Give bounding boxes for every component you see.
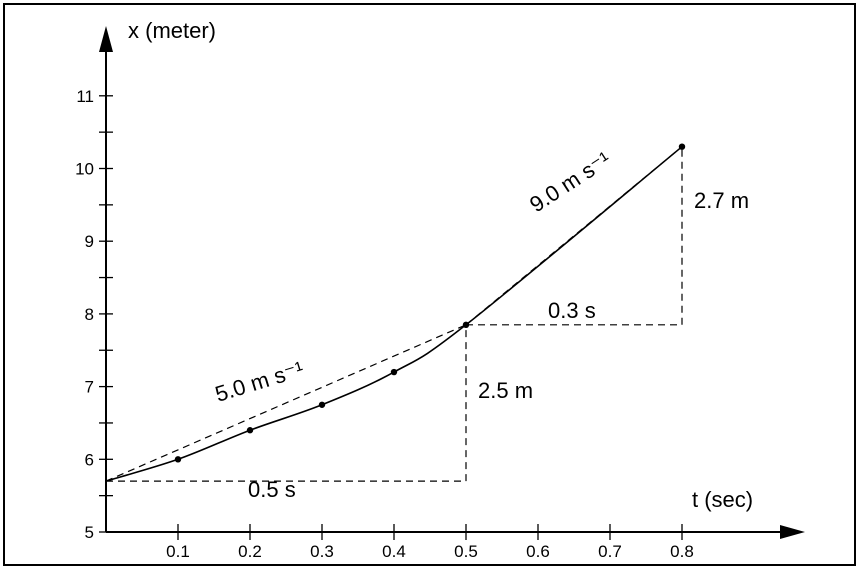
secant-line-1 xyxy=(105,324,467,482)
y-tick-label: 11 xyxy=(76,87,94,106)
y-axis-title: x (meter) xyxy=(128,18,216,43)
data-point xyxy=(390,368,398,376)
position-curve xyxy=(105,146,683,482)
x-tick-label: 0.6 xyxy=(526,542,550,561)
y-tick-label: 10 xyxy=(75,160,94,179)
secant-label-2: 9.0 m s⁻¹ xyxy=(525,147,615,218)
data-point xyxy=(678,143,686,150)
annotation-dt2: 0.3 s xyxy=(548,298,596,323)
chart-frame xyxy=(3,3,856,566)
secant-label-1: 5.0 m s⁻¹ xyxy=(212,356,306,407)
x-tick-label: 0.7 xyxy=(598,542,622,561)
x-tick-label: 0.2 xyxy=(238,542,262,561)
x-axis-arrow xyxy=(780,525,805,539)
x-tick-label: 0.1 xyxy=(166,542,190,561)
data-point xyxy=(246,427,254,434)
x-tick-label: 0.8 xyxy=(670,542,694,561)
x-ticks: 0.1 0.2 0.3 0.4 0.5 0.6 0.7 0.8 xyxy=(166,524,694,561)
data-point xyxy=(174,456,182,463)
annotation-dx1: 2.5 m xyxy=(478,378,533,403)
annotation-dx2: 2.7 m xyxy=(694,188,749,213)
y-tick-label: 5 xyxy=(85,523,94,542)
y-tick-label: 7 xyxy=(85,378,94,397)
axes xyxy=(99,26,805,539)
data-point xyxy=(318,401,326,408)
y-tick-label: 8 xyxy=(85,305,94,324)
y-ticks: 5 6 7 8 9 10 11 xyxy=(75,87,113,542)
data-point xyxy=(462,321,470,329)
y-axis-arrow xyxy=(99,26,113,52)
x-tick-label: 0.5 xyxy=(454,542,478,561)
x-axis-title: t (sec) xyxy=(692,487,753,512)
x-tick-label: 0.4 xyxy=(382,542,406,561)
y-tick-label: 6 xyxy=(85,450,94,469)
y-tick-label: 9 xyxy=(85,232,94,251)
x-tick-label: 0.3 xyxy=(310,542,334,561)
annotation-dt1: 0.5 s xyxy=(248,477,296,502)
data-points xyxy=(174,143,686,463)
guide-lines xyxy=(106,146,683,482)
